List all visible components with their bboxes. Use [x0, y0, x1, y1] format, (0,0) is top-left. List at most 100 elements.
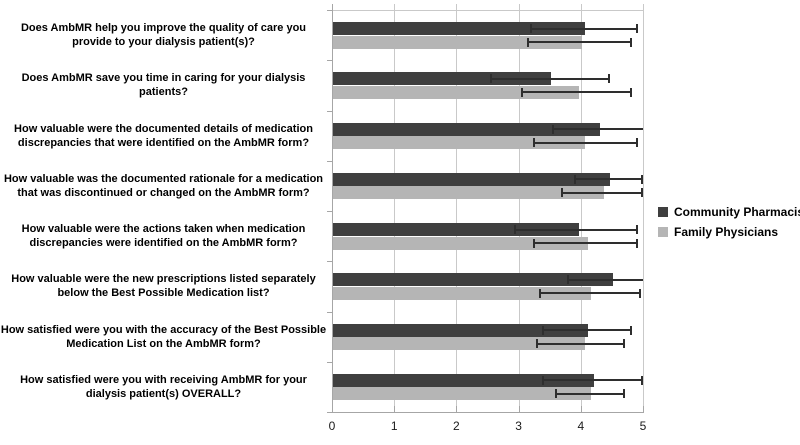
error-bar-cap-high: [641, 375, 644, 385]
category-label-text: How valuable was the documented rational…: [3, 172, 324, 199]
error-bar-cap-low: [561, 188, 564, 198]
error-bar-cap-high: [635, 225, 638, 234]
error-bar-cap-low: [533, 238, 536, 248]
category-label-text: Does AmbMR save you time in caring for y…: [21, 72, 306, 99]
bar-family-physicians: [333, 236, 589, 250]
category-label-text: How satisfied were you with receiving Am…: [20, 373, 307, 400]
value-tick: [580, 406, 582, 413]
category-label-text: How valuable were the actions taken when…: [21, 223, 306, 250]
legend-label: Family Physicians: [674, 225, 779, 239]
value-tick: [643, 406, 644, 413]
category-label: How valuable was the documented rational…: [0, 161, 327, 211]
legend: Community Pharmacists Family Physicians: [658, 202, 800, 242]
error-bar: [531, 27, 637, 30]
category-tick: [327, 160, 332, 162]
bar-family-physicians: [333, 337, 585, 350]
bar-family-physicians: [333, 286, 592, 300]
error-bar-cap-low: [526, 37, 529, 47]
x-axis-line: [327, 412, 644, 413]
category-label-text: How valuable were the new prescriptions …: [11, 273, 316, 300]
category-label: How satisfied were you with the accuracy…: [0, 312, 327, 362]
gridline: [394, 4, 396, 412]
error-bar-cap-low: [489, 74, 492, 84]
error-bar-cap-high: [635, 238, 638, 248]
legend-swatch-family-physicians: [658, 227, 668, 237]
category-tick: [327, 10, 332, 11]
x-tick-label: 1: [390, 419, 398, 433]
error-bar-cap-high: [629, 87, 632, 97]
x-tick-label: 4: [577, 419, 585, 433]
error-bar-cap-low: [573, 174, 576, 184]
category-tick: [327, 110, 332, 112]
error-bar-cap-low: [530, 24, 533, 33]
bar-community-pharmacists: [333, 323, 589, 337]
error-bar: [574, 178, 643, 181]
value-tick: [456, 406, 458, 413]
value-tick: [332, 406, 333, 413]
bar-community-pharmacists: [333, 122, 601, 136]
category-tick: [327, 211, 332, 212]
error-bar-cap-high: [641, 188, 644, 198]
error-bar-cap-high: [623, 389, 626, 399]
gridline: [643, 4, 644, 412]
error-bar-cap-low: [539, 288, 542, 298]
error-bar: [534, 141, 637, 144]
error-bar: [490, 77, 609, 80]
error-bar-cap-low: [567, 275, 570, 285]
plot-top-border: [332, 10, 643, 11]
error-bar-cap-low: [551, 124, 554, 134]
bar-family-physicians: [333, 136, 585, 149]
bar-community-pharmacists: [333, 22, 585, 35]
bar-community-pharmacists: [333, 273, 613, 287]
bar-family-physicians: [333, 35, 582, 49]
error-bar-cap-low: [514, 225, 517, 234]
error-bar-cap-low: [533, 138, 536, 147]
legend-swatch-community-pharmacists: [658, 207, 668, 217]
category-label: Does AmbMR save you time in caring for y…: [0, 60, 327, 110]
error-bar: [543, 329, 631, 331]
bar-community-pharmacists: [333, 223, 579, 236]
error-bar-cap-low: [520, 87, 523, 97]
legend-label: Community Pharmacists: [674, 205, 800, 219]
x-tick-label: 5: [639, 419, 647, 433]
error-bar-cap-high: [641, 174, 644, 184]
gridline: [456, 4, 458, 412]
category-tick: [327, 311, 332, 313]
error-bar-cap-high: [638, 288, 641, 298]
category-tick: [327, 60, 332, 62]
error-bar: [521, 91, 631, 94]
category-label-text: How valuable were the documented details…: [14, 122, 313, 149]
error-bar-cap-low: [554, 389, 557, 399]
error-bar: [540, 292, 640, 295]
bar-family-physicians: [333, 186, 604, 200]
error-bar-cap-low: [542, 375, 545, 385]
x-tick-label: 0: [328, 419, 336, 433]
error-bar: [568, 278, 643, 281]
y-axis-line: [332, 4, 333, 412]
error-bar: [552, 128, 643, 130]
error-bar-cap-high: [629, 325, 632, 335]
category-label: How satisfied were you with receiving Am…: [0, 362, 327, 412]
error-bar-cap-high: [607, 74, 610, 84]
error-bar: [537, 342, 625, 345]
value-tick: [518, 406, 520, 413]
error-bar: [534, 242, 637, 244]
legend-entry: Community Pharmacists: [658, 202, 800, 222]
category-tick: [327, 412, 332, 413]
category-label: How valuable were the documented details…: [0, 111, 327, 161]
x-tick-label: 2: [453, 419, 460, 433]
error-bar: [543, 379, 643, 382]
gridline: [518, 4, 520, 412]
error-bar-cap-low: [542, 325, 545, 335]
category-label: How valuable were the new prescriptions …: [0, 261, 327, 311]
error-bar-cap-high: [635, 138, 638, 147]
category-tick: [327, 361, 332, 363]
error-bar-cap-high: [629, 37, 632, 47]
bar-family-physicians: [333, 387, 592, 401]
error-bar-cap-high: [623, 339, 626, 348]
error-bar: [527, 41, 631, 43]
bar-community-pharmacists: [333, 172, 610, 186]
gridline: [580, 4, 582, 412]
category-tick: [327, 261, 332, 263]
